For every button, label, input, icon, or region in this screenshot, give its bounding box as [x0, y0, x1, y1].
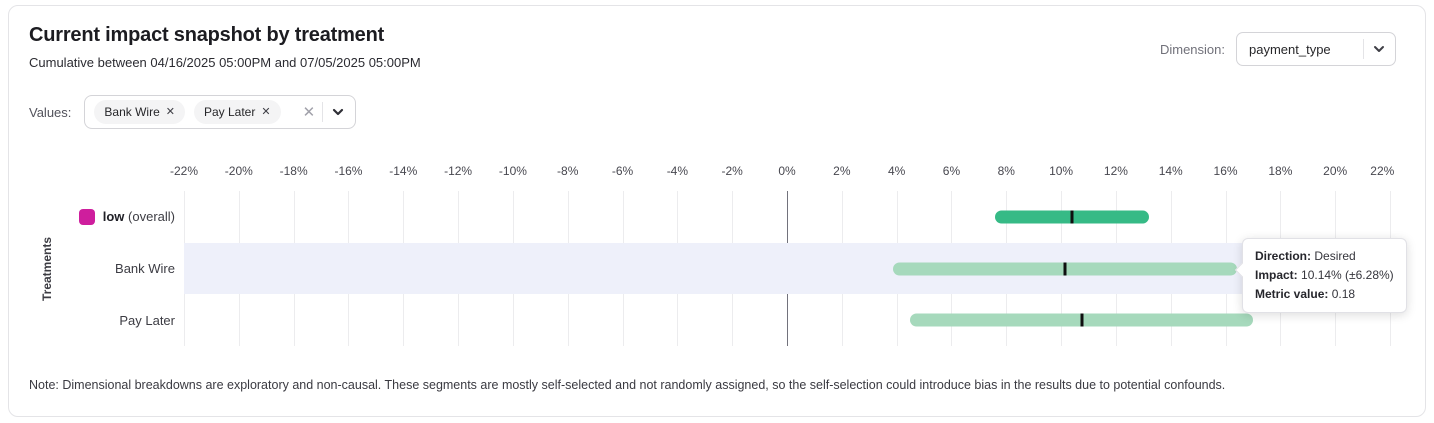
x-axis-tick-label: -10%	[498, 164, 527, 178]
x-axis-tick-label: -16%	[334, 164, 363, 178]
chevron-down-icon[interactable]	[330, 104, 346, 120]
x-axis-tick-label: 18%	[1268, 164, 1293, 178]
chevron-down-icon[interactable]	[1371, 41, 1387, 57]
x-axis-tick-label: -12%	[444, 164, 473, 178]
value-chip-bank-wire[interactable]: Bank Wire ✕	[94, 100, 185, 124]
row-label-text: low (overall)	[102, 209, 175, 225]
remove-chip-icon[interactable]: ✕	[165, 105, 175, 118]
x-axis-tick-label: 10%	[1049, 164, 1074, 178]
x-axis-tick-label: -22%	[169, 164, 199, 178]
impact-snapshot-card: Current impact snapshot by treatment Cum…	[8, 5, 1426, 417]
x-axis-tick-label: 0%	[778, 164, 796, 178]
x-axis-tick-label: -20%	[224, 164, 253, 178]
remove-chip-icon[interactable]: ✕	[261, 105, 271, 118]
x-axis-tick-label: 4%	[887, 164, 906, 178]
note-text: Note: Dimensional breakdowns are explora…	[29, 378, 1226, 392]
row-label-text: Bank Wire	[115, 260, 175, 276]
x-axis-labels: -22% -20% -18% -16% -14% -12% -10% -8% -6% -4% -2%…	[170, 164, 1394, 180]
treatment-row-labels: low (overall) Bank Wire Pay Later	[29, 191, 175, 346]
values-multiselect[interactable]: Bank Wire ✕ Pay Later ✕ ✕	[84, 95, 357, 129]
impact-center-marker-bank-wire	[1063, 262, 1067, 275]
dimension-control: Dimension: payment_type	[1160, 32, 1396, 66]
values-filter-control: Values: Bank Wire ✕ Pay Later ✕ ✕	[29, 95, 357, 129]
value-chip-label: Pay Later	[203, 105, 256, 119]
date-range-subtitle: Cumulative between 04/16/2025 05:00PM an…	[29, 55, 421, 70]
impact-center-marker-pay-later	[1080, 313, 1084, 327]
x-axis-tick-label: 20%	[1323, 164, 1348, 178]
row-label-bank-wire: Bank Wire	[29, 243, 175, 295]
x-axis-tick-label: -14%	[389, 164, 418, 178]
row-label-low-overall: low (overall)	[29, 191, 175, 243]
x-axis-tick-label: -2%	[721, 164, 743, 178]
clear-values-icon[interactable]: ✕	[302, 103, 316, 121]
value-chip-pay-later[interactable]: Pay Later ✕	[193, 100, 281, 124]
dimension-select[interactable]: payment_type	[1236, 32, 1396, 66]
x-axis-tick-label: -18%	[279, 164, 308, 178]
impact-center-marker-low-overall	[1070, 210, 1074, 224]
dimension-label: Dimension:	[1159, 41, 1225, 57]
x-axis-tick-label: -4%	[666, 164, 689, 178]
x-axis-tick-label: 14%	[1158, 164, 1183, 178]
tooltip-content: Direction: Desired Impact: 10.14% (±6.28%…	[1255, 247, 1394, 304]
x-axis-tick-label: 8%	[997, 164, 1015, 178]
x-axis-tick-label: -8%	[557, 164, 579, 178]
tooltip-line-metric-value: Metric value: 0.18	[1255, 287, 1356, 301]
x-axis-tick-label: 2%	[833, 164, 851, 178]
row-label-pay-later: Pay Later	[29, 294, 175, 346]
x-axis-tick-label: -6%	[611, 164, 634, 178]
dimension-selected-value: payment_type	[1249, 41, 1331, 57]
value-chips: Bank Wire ✕ Pay Later ✕	[94, 100, 281, 124]
row-label-text: Pay Later	[119, 312, 175, 328]
tooltip-line-impact: Impact: 10.14% (±6.28%)	[1255, 268, 1394, 282]
page-title: Current impact snapshot by treatment	[29, 24, 385, 46]
legend-swatch	[78, 208, 95, 225]
plot-area	[184, 191, 1391, 346]
x-axis-tick-label: 12%	[1103, 164, 1128, 178]
values-label: Values:	[29, 104, 72, 120]
values-divider	[322, 102, 324, 122]
value-chip-label: Bank Wire	[104, 105, 160, 119]
tooltip: Direction: Desired Impact: 10.14% (±6.28%…	[1234, 238, 1407, 313]
select-divider	[1363, 39, 1364, 59]
tooltip-line-direction: Direction: Desired	[1255, 249, 1356, 263]
x-axis-tick-label: 6%	[942, 164, 961, 178]
x-axis-tick-label: 22%	[1370, 164, 1395, 178]
x-axis-tick-label: 16%	[1213, 164, 1238, 178]
